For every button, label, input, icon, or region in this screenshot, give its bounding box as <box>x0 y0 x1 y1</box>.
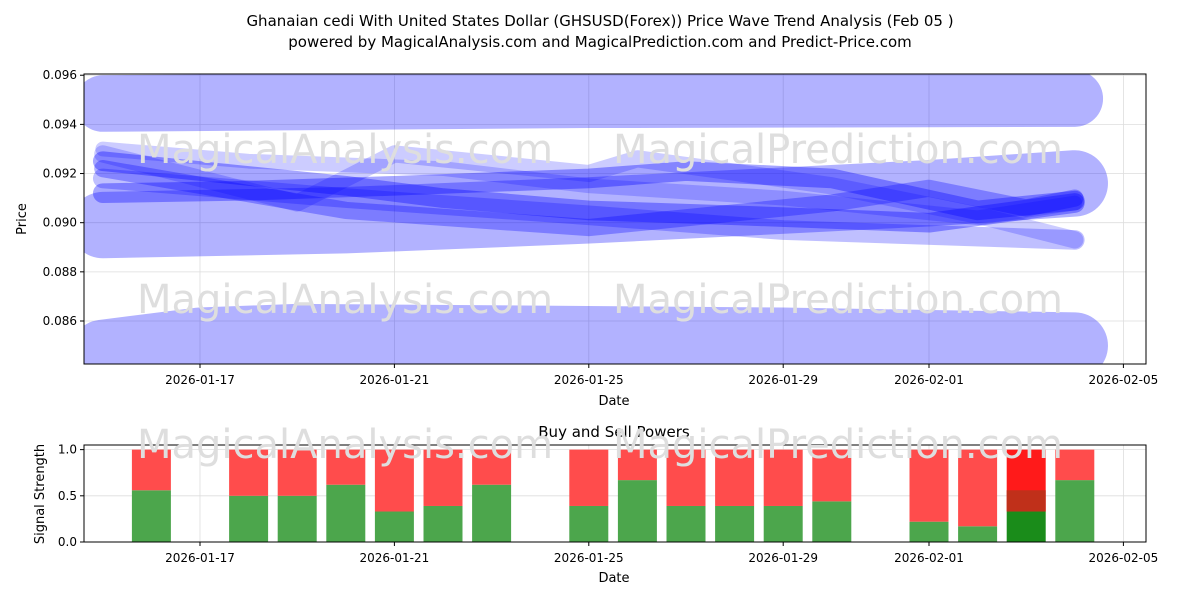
buy-bar <box>909 521 949 542</box>
watermarks: MagicalAnalysis.com MagicalPrediction.co… <box>137 127 1063 468</box>
wave-c <box>94 145 1084 249</box>
chart-title: Ghanaian cedi With United States Dollar … <box>246 12 953 30</box>
upper-band <box>84 74 1104 132</box>
wave-d <box>92 168 1085 250</box>
y-tick-label: 0.086 <box>43 314 77 328</box>
middle-band <box>84 150 1108 259</box>
plot-frame <box>83 73 1147 365</box>
x-tick-label: 2026-02-01 <box>894 551 964 565</box>
price-wave-chart: 0.086 0.088 0.090 0.092 0.094 0.096 2026-01-17… <box>43 68 1159 387</box>
buy-bar <box>326 484 366 542</box>
y-tick-label: 0.0 <box>58 535 77 549</box>
wave-f <box>95 141 1083 226</box>
y-tick-label: 0.088 <box>43 265 77 279</box>
sell-bar <box>374 449 414 512</box>
wave-e <box>94 159 1084 237</box>
sell-bar <box>472 449 512 485</box>
x-tick-label: 2026-01-29 <box>748 373 818 387</box>
subchart-title: Buy and Sell Powers <box>538 423 690 441</box>
sell-bar <box>131 449 171 491</box>
y-tick-label: 1.0 <box>58 443 77 457</box>
watermark: MagicalAnalysis.com <box>137 277 553 323</box>
buy-bar <box>617 480 657 542</box>
buy-bar <box>131 490 171 542</box>
sell-bar <box>1055 449 1095 481</box>
watermark: MagicalPrediction.com <box>613 127 1063 173</box>
x-tick-label: 2026-02-01 <box>894 373 964 387</box>
y-tick-label: 0.096 <box>43 68 77 82</box>
buy-bar <box>374 511 414 542</box>
x-tick-label: 2026-01-21 <box>360 373 430 387</box>
wave-bands <box>84 74 1108 364</box>
chart-subtitle: powered by MagicalAnalysis.com and Magic… <box>288 33 912 51</box>
overlap-bar <box>1006 490 1046 512</box>
wave-b <box>92 161 1085 221</box>
y-tick-label: 0.094 <box>43 117 77 131</box>
sell-bar <box>958 449 998 527</box>
sell-bar <box>277 449 317 496</box>
lower-band <box>84 303 1108 364</box>
buy-bar <box>423 505 463 542</box>
y-axis-label-bottom: Signal Strength <box>33 444 48 544</box>
buy-bar <box>1006 511 1046 542</box>
buy-bar <box>763 505 803 542</box>
buy-bar <box>229 495 269 542</box>
y-tick-label: 0.090 <box>43 216 77 230</box>
x-tick-label: 2026-02-05 <box>1089 373 1159 387</box>
x-tick-label: 2026-01-21 <box>360 551 430 565</box>
x-tick-label: 2026-01-17 <box>165 373 235 387</box>
plot-frame <box>83 444 1147 543</box>
x-tick-label: 2026-01-29 <box>748 551 818 565</box>
sell-bar <box>326 449 366 485</box>
buy-bar <box>666 505 706 542</box>
sell-bar <box>423 449 463 506</box>
x-tick-label: 2026-01-25 <box>554 551 624 565</box>
wave-a <box>92 151 1085 233</box>
buy-bar <box>569 505 609 542</box>
sell-bar <box>617 449 657 481</box>
sell-bar <box>569 449 609 506</box>
sell-bar <box>229 449 269 496</box>
sell-bar <box>812 449 852 502</box>
sell-bar <box>666 449 706 506</box>
buy-sell-power-chart: 0.0 0.5 1.0 2026-01-17 2026-01-21 2026-01-25 2… <box>58 443 1158 565</box>
x-tick-label: 2026-02-05 <box>1089 551 1159 565</box>
watermark: MagicalPrediction.com <box>613 277 1063 323</box>
y-tick-label: 0.5 <box>58 489 77 503</box>
buy-bar <box>958 526 998 542</box>
watermark: MagicalAnalysis.com <box>137 127 553 173</box>
sell-bar <box>715 449 755 506</box>
buy-bar <box>1055 480 1095 542</box>
sell-bar <box>763 449 803 506</box>
sell-bar <box>909 449 949 522</box>
buy-bar <box>715 505 755 542</box>
x-axis-label: Date <box>598 394 629 409</box>
buy-bar <box>277 495 317 542</box>
y-tick-label: 0.092 <box>43 167 77 181</box>
watermark: MagicalPrediction.com <box>613 422 1063 468</box>
y-axis-label: Price <box>15 203 30 235</box>
x-axis-label-bottom: Date <box>598 571 629 586</box>
buy-bar <box>812 501 852 542</box>
watermark: MagicalAnalysis.com <box>137 422 553 468</box>
x-tick-label: 2026-01-25 <box>554 373 624 387</box>
buy-bar <box>472 484 512 542</box>
x-tick-label: 2026-01-17 <box>165 551 235 565</box>
